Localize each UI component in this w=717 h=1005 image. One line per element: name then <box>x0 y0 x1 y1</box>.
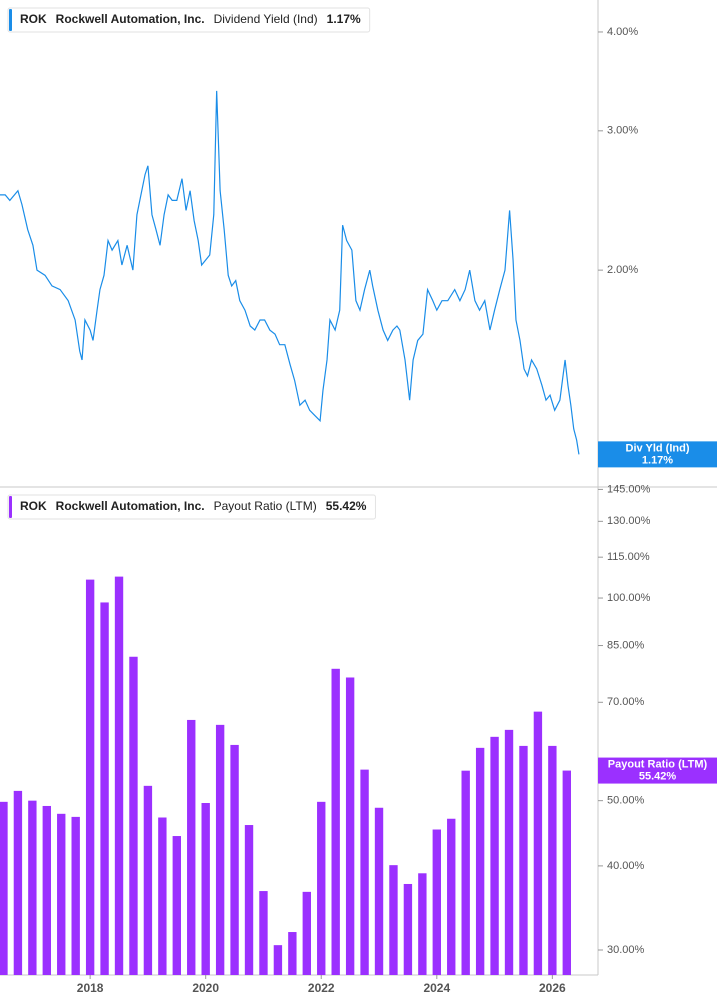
bar <box>331 668 340 975</box>
bar <box>0 801 8 975</box>
bar <box>244 825 254 975</box>
y-tick-label: 40.00% <box>607 860 645 872</box>
legend-box <box>7 7 371 33</box>
legend: ROK Rockwell Automation, Inc. Payout Ratio… <box>7 494 376 520</box>
bar <box>143 785 153 975</box>
bar <box>215 724 225 975</box>
y-tick-label: 115.00% <box>607 551 650 563</box>
bar <box>519 745 528 975</box>
bar <box>57 813 66 975</box>
bar <box>432 829 441 975</box>
y-tick-label: 130.00% <box>607 515 651 527</box>
legend-company: Rockwell Automation, Inc. <box>56 499 205 513</box>
legend-title: Dividend Yield (Ind) <box>214 12 318 26</box>
bar <box>490 736 499 975</box>
bar <box>187 719 196 975</box>
bar <box>100 602 109 975</box>
bar <box>447 818 456 975</box>
bar <box>259 891 268 975</box>
y-tick-label: 100.00% <box>607 592 651 604</box>
bar <box>201 803 210 975</box>
bar <box>85 579 95 975</box>
bar <box>317 801 326 975</box>
y-tick-label: 85.00% <box>607 639 645 651</box>
bar <box>403 883 413 975</box>
data-line <box>0 90 580 455</box>
bar <box>13 790 23 975</box>
value-tag-value: 1.17% <box>642 454 673 466</box>
bar <box>288 932 297 975</box>
y-tick-label: 2.00% <box>607 264 638 276</box>
legend: ROK Rockwell Automation, Inc. Dividend Yie… <box>7 7 371 33</box>
bar <box>374 807 384 975</box>
bar <box>504 729 514 975</box>
bar <box>28 800 37 975</box>
legend-swatch <box>9 496 12 518</box>
bar <box>230 744 239 975</box>
bar <box>71 816 80 975</box>
value-tag <box>598 441 717 468</box>
legend-legend-value: 1.17% <box>327 12 361 26</box>
legend-swatch <box>9 9 12 31</box>
y-tick-label: 3.00% <box>607 125 638 137</box>
bar <box>158 817 167 975</box>
bar <box>114 576 124 975</box>
legend-legend-value: 55.42% <box>326 499 367 513</box>
y-tick-label: 145.00% <box>607 483 651 495</box>
legend-box <box>7 494 376 520</box>
bar <box>273 945 283 975</box>
value-tag-value: 55.42% <box>639 770 677 782</box>
legend-ticker: ROK <box>20 12 47 26</box>
value-tag <box>598 757 717 784</box>
bar <box>461 770 470 975</box>
y-tick-label: 30.00% <box>607 944 645 956</box>
bar <box>345 677 355 975</box>
legend-ticker: ROK <box>20 499 47 513</box>
y-tick-label: 50.00% <box>607 795 645 807</box>
bar <box>533 711 543 975</box>
bar <box>360 769 369 975</box>
bar <box>129 656 138 975</box>
bar <box>172 836 181 975</box>
value-tag-name: Payout Ratio (LTM) <box>608 758 708 770</box>
bar <box>389 865 398 975</box>
value-tag-name: Div Yld (Ind) <box>626 442 690 454</box>
bar <box>42 805 51 975</box>
y-tick-label: 70.00% <box>607 696 645 708</box>
bar <box>475 747 485 975</box>
x-tick-label: 2022 <box>308 981 335 995</box>
bar <box>548 745 557 975</box>
y-tick-label: 4.00% <box>607 26 638 38</box>
legend-title: Payout Ratio (LTM) <box>214 499 317 513</box>
x-tick-label: 2020 <box>192 981 219 995</box>
bar <box>302 891 311 975</box>
legend-company: Rockwell Automation, Inc. <box>56 12 205 26</box>
x-tick-label: 2018 <box>77 981 104 995</box>
bar <box>418 873 427 975</box>
x-tick-label: 2026 <box>539 981 566 995</box>
x-tick-label: 2024 <box>423 981 450 995</box>
bar <box>562 770 571 975</box>
